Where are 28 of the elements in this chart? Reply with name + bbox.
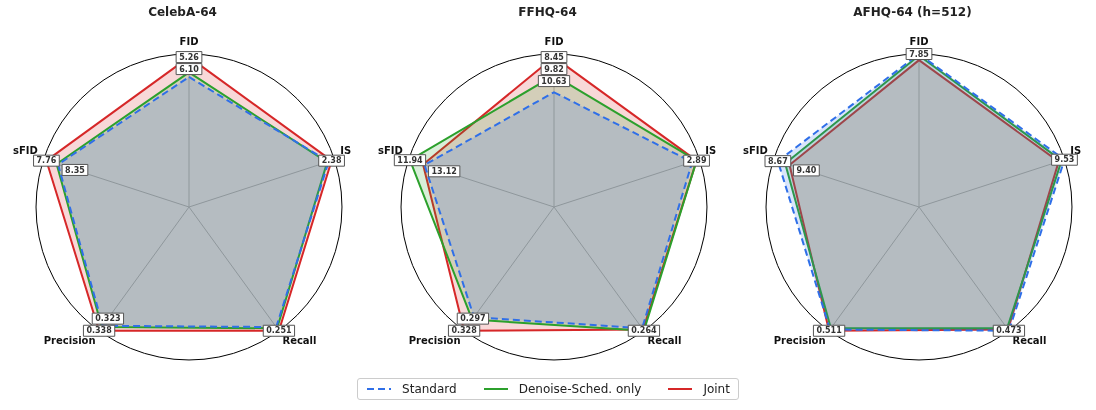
spoke-label: Precision: [43, 335, 96, 347]
legend-label: Standard: [402, 382, 457, 396]
spoke-label: sFID: [377, 145, 403, 157]
text: 13.12: [431, 166, 457, 176]
chart-title: FFHQ-64: [518, 5, 577, 20]
text: 0.323: [95, 314, 121, 324]
spoke-label: FID: [909, 35, 929, 47]
spoke-label: Recall: [647, 335, 682, 347]
legend-label: Joint: [703, 382, 730, 396]
spoke-label: sFID: [742, 145, 768, 157]
spoke-label: IS: [1070, 145, 1082, 157]
spoke-label: FID: [544, 35, 564, 47]
text: 9.82: [544, 64, 564, 74]
spoke-label: sFID: [12, 145, 38, 157]
spoke-label: Recall: [282, 335, 317, 347]
spoke-label: IS: [705, 145, 717, 157]
text: 8.35: [65, 165, 85, 175]
legend-label: Denoise-Sched. only: [518, 382, 642, 396]
chart-title: CelebA-64: [148, 5, 217, 20]
text: 6.10: [179, 64, 199, 74]
chart-title: AFHQ-64 (h=512): [853, 5, 972, 20]
spoke-label: Recall: [1012, 335, 1047, 347]
spoke-label: Precision: [773, 335, 826, 347]
spoke-label: IS: [340, 145, 352, 157]
text: 9.40: [796, 165, 817, 175]
spoke-label: Precision: [408, 335, 461, 347]
spoke-label: FID: [179, 35, 199, 47]
text: 10.63: [541, 76, 567, 86]
